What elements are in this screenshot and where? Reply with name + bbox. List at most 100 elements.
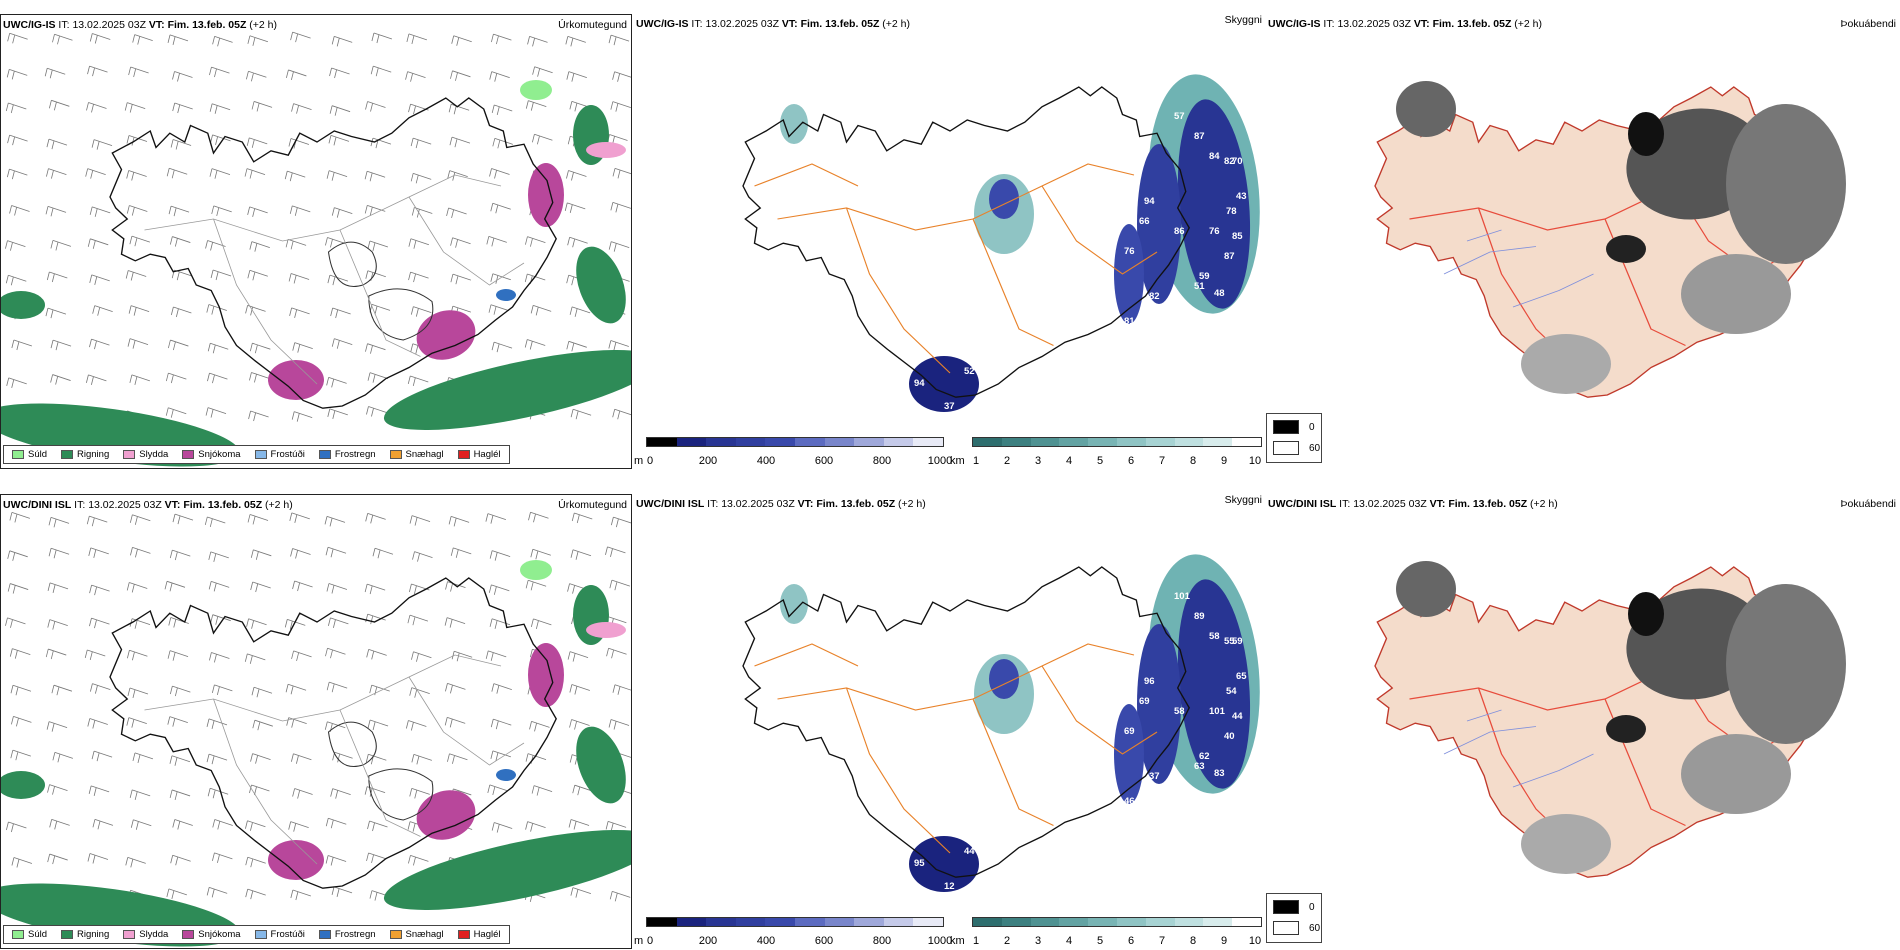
visibility-tick: 2 — [1003, 935, 1011, 947]
legend-label: Rigning — [77, 449, 110, 460]
legend-swatch — [123, 930, 136, 939]
cloud-visibility-panel: UWC/DINI ISL IT: 13.02.2025 03Z VT: Fim.… — [634, 494, 1266, 949]
visibility-tick: 3 — [1034, 455, 1042, 467]
fog-legend-label: 60 — [1309, 442, 1321, 454]
cloud-base-value: 51 — [1194, 281, 1205, 292]
cloud-base-tick: 800 — [872, 455, 892, 467]
legend-swatch — [389, 930, 402, 939]
wind-barb — [212, 819, 233, 830]
wind-barb — [251, 101, 273, 112]
wind-barb — [210, 269, 232, 281]
cloud-base-value: 37 — [1149, 771, 1160, 782]
wind-barb — [292, 342, 313, 353]
wind-barb — [612, 408, 631, 420]
legend-label: Haglél — [473, 929, 501, 940]
wind-barb — [569, 684, 590, 695]
wind-barb — [325, 855, 347, 866]
legend-item: Frostúði — [254, 449, 305, 460]
wind-barb — [89, 33, 111, 44]
fog-area — [1521, 334, 1611, 394]
wind-barb — [490, 202, 511, 214]
wind-barb — [245, 820, 266, 831]
init-label: IT: — [74, 499, 86, 511]
wind-barb — [52, 751, 74, 763]
wind-barb — [450, 273, 472, 285]
wind-barb — [328, 617, 349, 628]
wind-barb — [51, 684, 73, 696]
wind-barb — [250, 549, 272, 560]
snow-area — [268, 360, 324, 400]
wind-barb — [9, 648, 31, 659]
wind-barb — [327, 408, 348, 419]
wind-barb — [489, 71, 510, 82]
wind-barb — [285, 238, 307, 250]
wind-barb — [530, 304, 552, 316]
fog-legend-item: 60 — [1273, 921, 1320, 935]
wind-barb — [170, 306, 192, 318]
wind-barb — [326, 376, 347, 388]
cloud-base-area — [989, 179, 1019, 219]
fog-area — [1628, 592, 1664, 636]
wind-barb — [410, 172, 432, 184]
wind-barb — [566, 170, 587, 181]
cloud-base-value: 52 — [964, 366, 975, 377]
visibility-colorbar: km 1 2 3 4 5 6 7 8 9 10 — [950, 917, 1266, 949]
road-network — [754, 163, 1158, 374]
lead-time: (+2 h) — [1514, 18, 1543, 30]
fog-area — [1396, 561, 1456, 617]
cloud-base-value: 82 — [1149, 291, 1160, 302]
wind-barb — [87, 853, 109, 864]
visibility-tick: 6 — [1127, 455, 1135, 467]
wind-barb — [247, 206, 268, 217]
wind-barb — [132, 752, 154, 764]
fog-indicator-panel: UWC/IG-IS IT: 13.02.2025 03Z VT: Fim. 13… — [1266, 14, 1900, 469]
wind-barb — [128, 66, 149, 78]
wind-barb — [488, 584, 510, 595]
iceland-coastline — [742, 86, 1190, 398]
wind-barb — [92, 305, 113, 316]
wind-barb — [290, 889, 311, 901]
wind-barb — [491, 341, 513, 353]
wind-barb — [530, 618, 552, 630]
wind-barb — [489, 618, 511, 629]
road-network — [754, 643, 1158, 854]
fog-legend-swatch — [1273, 921, 1299, 935]
wind-barb — [246, 70, 267, 82]
visibility-tick: 10 — [1248, 455, 1262, 467]
wind-barb — [489, 168, 510, 179]
legend-item: Slydda — [123, 449, 168, 460]
wind-barb — [292, 580, 313, 592]
wind-barb — [491, 822, 513, 833]
wind-barb — [408, 238, 430, 249]
wind-barb — [450, 70, 471, 81]
wind-barb — [566, 71, 587, 82]
wind-barb — [87, 718, 108, 729]
wind-barb — [88, 547, 109, 558]
wind-barb — [491, 683, 512, 694]
wind-barb — [284, 618, 306, 630]
cloud-base-tick: 400 — [756, 455, 776, 467]
visibility-tick: 7 — [1158, 455, 1166, 467]
precip-legend: Súld Rigning Slydda Snjókoma Frostúði Frostre… — [3, 925, 510, 944]
rain-area — [1, 771, 45, 799]
snow-area — [416, 310, 476, 360]
wind-barb — [170, 139, 192, 150]
cloud-base-unit: m — [634, 935, 644, 947]
wind-barb — [285, 69, 307, 81]
cloud-base-value: 59 — [1232, 636, 1243, 647]
wind-barb — [244, 653, 266, 664]
legend-item: Súld — [12, 929, 47, 940]
wind-barb — [450, 547, 472, 558]
wind-barb — [364, 583, 386, 595]
init-time: 13.02.2025 03Z — [88, 499, 162, 511]
legend-swatch — [254, 930, 267, 939]
cloud-base-value: 101 — [1174, 591, 1191, 602]
panel-title: Úrkomutegund — [558, 19, 627, 31]
wind-barb — [612, 167, 631, 179]
wind-barb — [446, 207, 467, 219]
wind-barb — [364, 786, 386, 797]
cloud-base-value: 82 — [1224, 156, 1235, 167]
wind-barb — [7, 32, 28, 44]
wind-barb — [325, 546, 347, 558]
wind-barb — [286, 717, 307, 728]
